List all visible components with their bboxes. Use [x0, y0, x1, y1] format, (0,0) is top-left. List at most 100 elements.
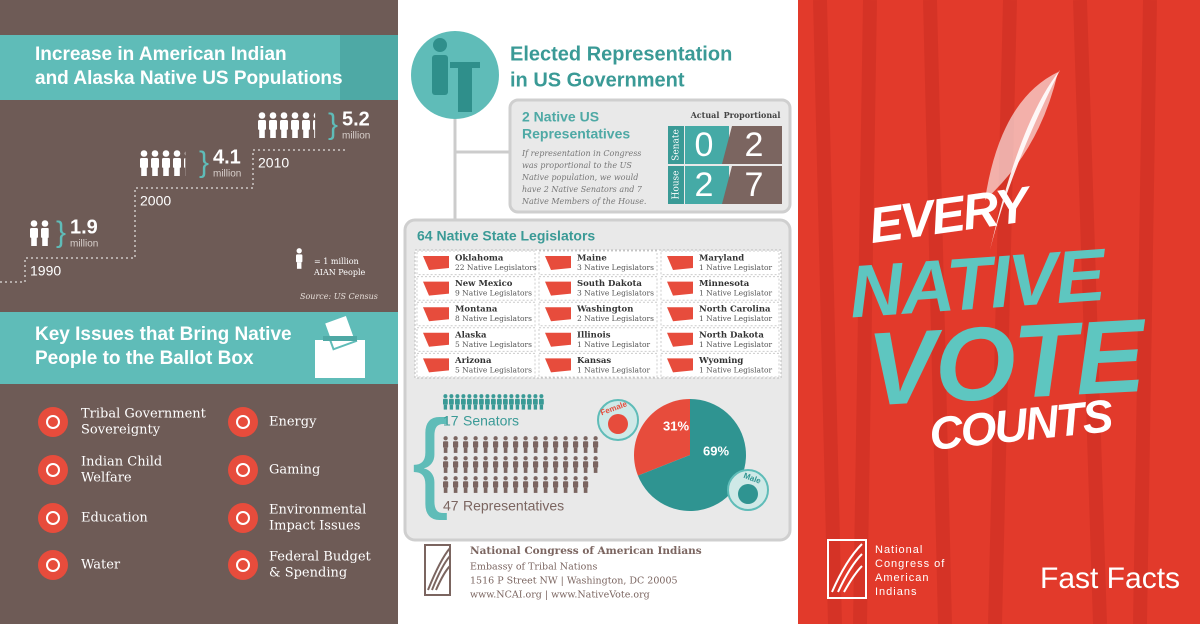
- actual-cell: [685, 166, 729, 204]
- person-body: [521, 398, 526, 405]
- person-legs: [563, 487, 568, 493]
- brace: }: [328, 108, 338, 141]
- issue-icon: [38, 503, 68, 533]
- person-head: [483, 476, 488, 481]
- person-body: [563, 481, 569, 488]
- person-body: [563, 461, 569, 468]
- actual-value: 0: [695, 126, 714, 164]
- proportional-cell: [722, 126, 782, 164]
- state-count: 3 Native Legislators: [577, 289, 654, 298]
- person-body: [503, 398, 508, 405]
- person-body: [533, 441, 539, 448]
- state-shape: [545, 332, 571, 347]
- state-cell: [416, 352, 536, 378]
- state-cell: [660, 327, 780, 352]
- issue-icon-glyph: [46, 511, 60, 525]
- state-name: Wyoming: [698, 356, 743, 366]
- issue-label: Gaming: [269, 463, 320, 478]
- state-cell: [538, 250, 658, 276]
- person-body: [162, 158, 170, 168]
- state-count: 1 Native Legislator: [699, 340, 773, 349]
- person-legs: [533, 487, 538, 493]
- person-body: [543, 461, 549, 468]
- person-head: [463, 456, 468, 461]
- person-head: [593, 436, 598, 441]
- person-body: [533, 398, 538, 405]
- rep-note: If representation in Congress: [521, 149, 641, 158]
- person-body: [543, 441, 549, 448]
- person-body: [473, 398, 478, 405]
- person-legs: [543, 447, 548, 453]
- person-body: [573, 441, 579, 448]
- issue-label: Impact Issues: [269, 519, 360, 534]
- person-head: [503, 456, 508, 461]
- state-count: 3 Native Legislators: [577, 263, 654, 272]
- state-name: Maine: [577, 254, 607, 264]
- person-body: [483, 481, 489, 488]
- person-head: [291, 112, 299, 119]
- person-legs: [281, 130, 287, 138]
- person-body: [593, 461, 599, 468]
- brace: }: [199, 146, 209, 179]
- brace: }: [56, 216, 66, 249]
- person-legs: [455, 404, 460, 410]
- person-head: [30, 220, 38, 227]
- row-label-cell: [668, 166, 684, 204]
- person-body: [473, 481, 479, 488]
- issue-icon-glyph: [236, 415, 250, 429]
- rep-note: have 2 Native Senators and 7: [522, 185, 643, 194]
- state-cell: [660, 250, 780, 276]
- rep-note: was proportional to the US: [522, 161, 632, 170]
- state-shape: [667, 332, 693, 347]
- texture: [813, 0, 1157, 624]
- person-head: [523, 456, 528, 461]
- person-head: [461, 394, 466, 399]
- section-title: Key Issues that Bring Native: [35, 324, 292, 345]
- person-head: [543, 476, 548, 481]
- state-cell: [416, 301, 536, 327]
- person-body: [523, 481, 529, 488]
- person-head: [491, 394, 496, 399]
- person-head: [533, 456, 538, 461]
- state-cell: [416, 250, 536, 276]
- person-legs: [453, 467, 458, 473]
- person-legs: [573, 487, 578, 493]
- person-head: [443, 394, 448, 399]
- person-head: [485, 394, 490, 399]
- person-legs: [163, 168, 169, 176]
- person-legs: [509, 404, 514, 410]
- person-body: [533, 481, 539, 488]
- org-name: National: [875, 544, 923, 556]
- person-legs: [573, 447, 578, 453]
- person-body: [453, 441, 459, 448]
- person-head: [162, 150, 170, 157]
- person-legs: [543, 487, 548, 493]
- state-name: Maryland: [699, 254, 744, 264]
- state-shape: [667, 256, 693, 270]
- person-head: [453, 456, 458, 461]
- footer-org: National Congress of American Indians: [470, 545, 702, 557]
- person-legs: [553, 487, 558, 493]
- person-head: [563, 456, 568, 461]
- state-cell: [660, 301, 780, 327]
- person-head: [563, 436, 568, 441]
- rep-note: Native population, we would: [521, 173, 638, 182]
- person-head: [553, 476, 558, 481]
- person-legs: [443, 447, 448, 453]
- person-body: [453, 481, 459, 488]
- issue-icon: [228, 503, 258, 533]
- person-body: [173, 158, 181, 168]
- state-cell: [416, 327, 536, 352]
- person-legs: [503, 447, 508, 453]
- population-icons: [258, 112, 316, 138]
- person-legs: [513, 487, 518, 493]
- person-head: [509, 394, 514, 399]
- ncai-logo-right: [827, 539, 867, 599]
- section-title: and Alaska Native US Populations: [35, 68, 343, 89]
- population-value: 4.1: [213, 146, 241, 168]
- person-legs: [593, 467, 598, 473]
- person-legs: [523, 447, 528, 453]
- state-name: Illinois: [577, 330, 611, 340]
- legislators-title: 64 Native State Legislators: [417, 228, 595, 244]
